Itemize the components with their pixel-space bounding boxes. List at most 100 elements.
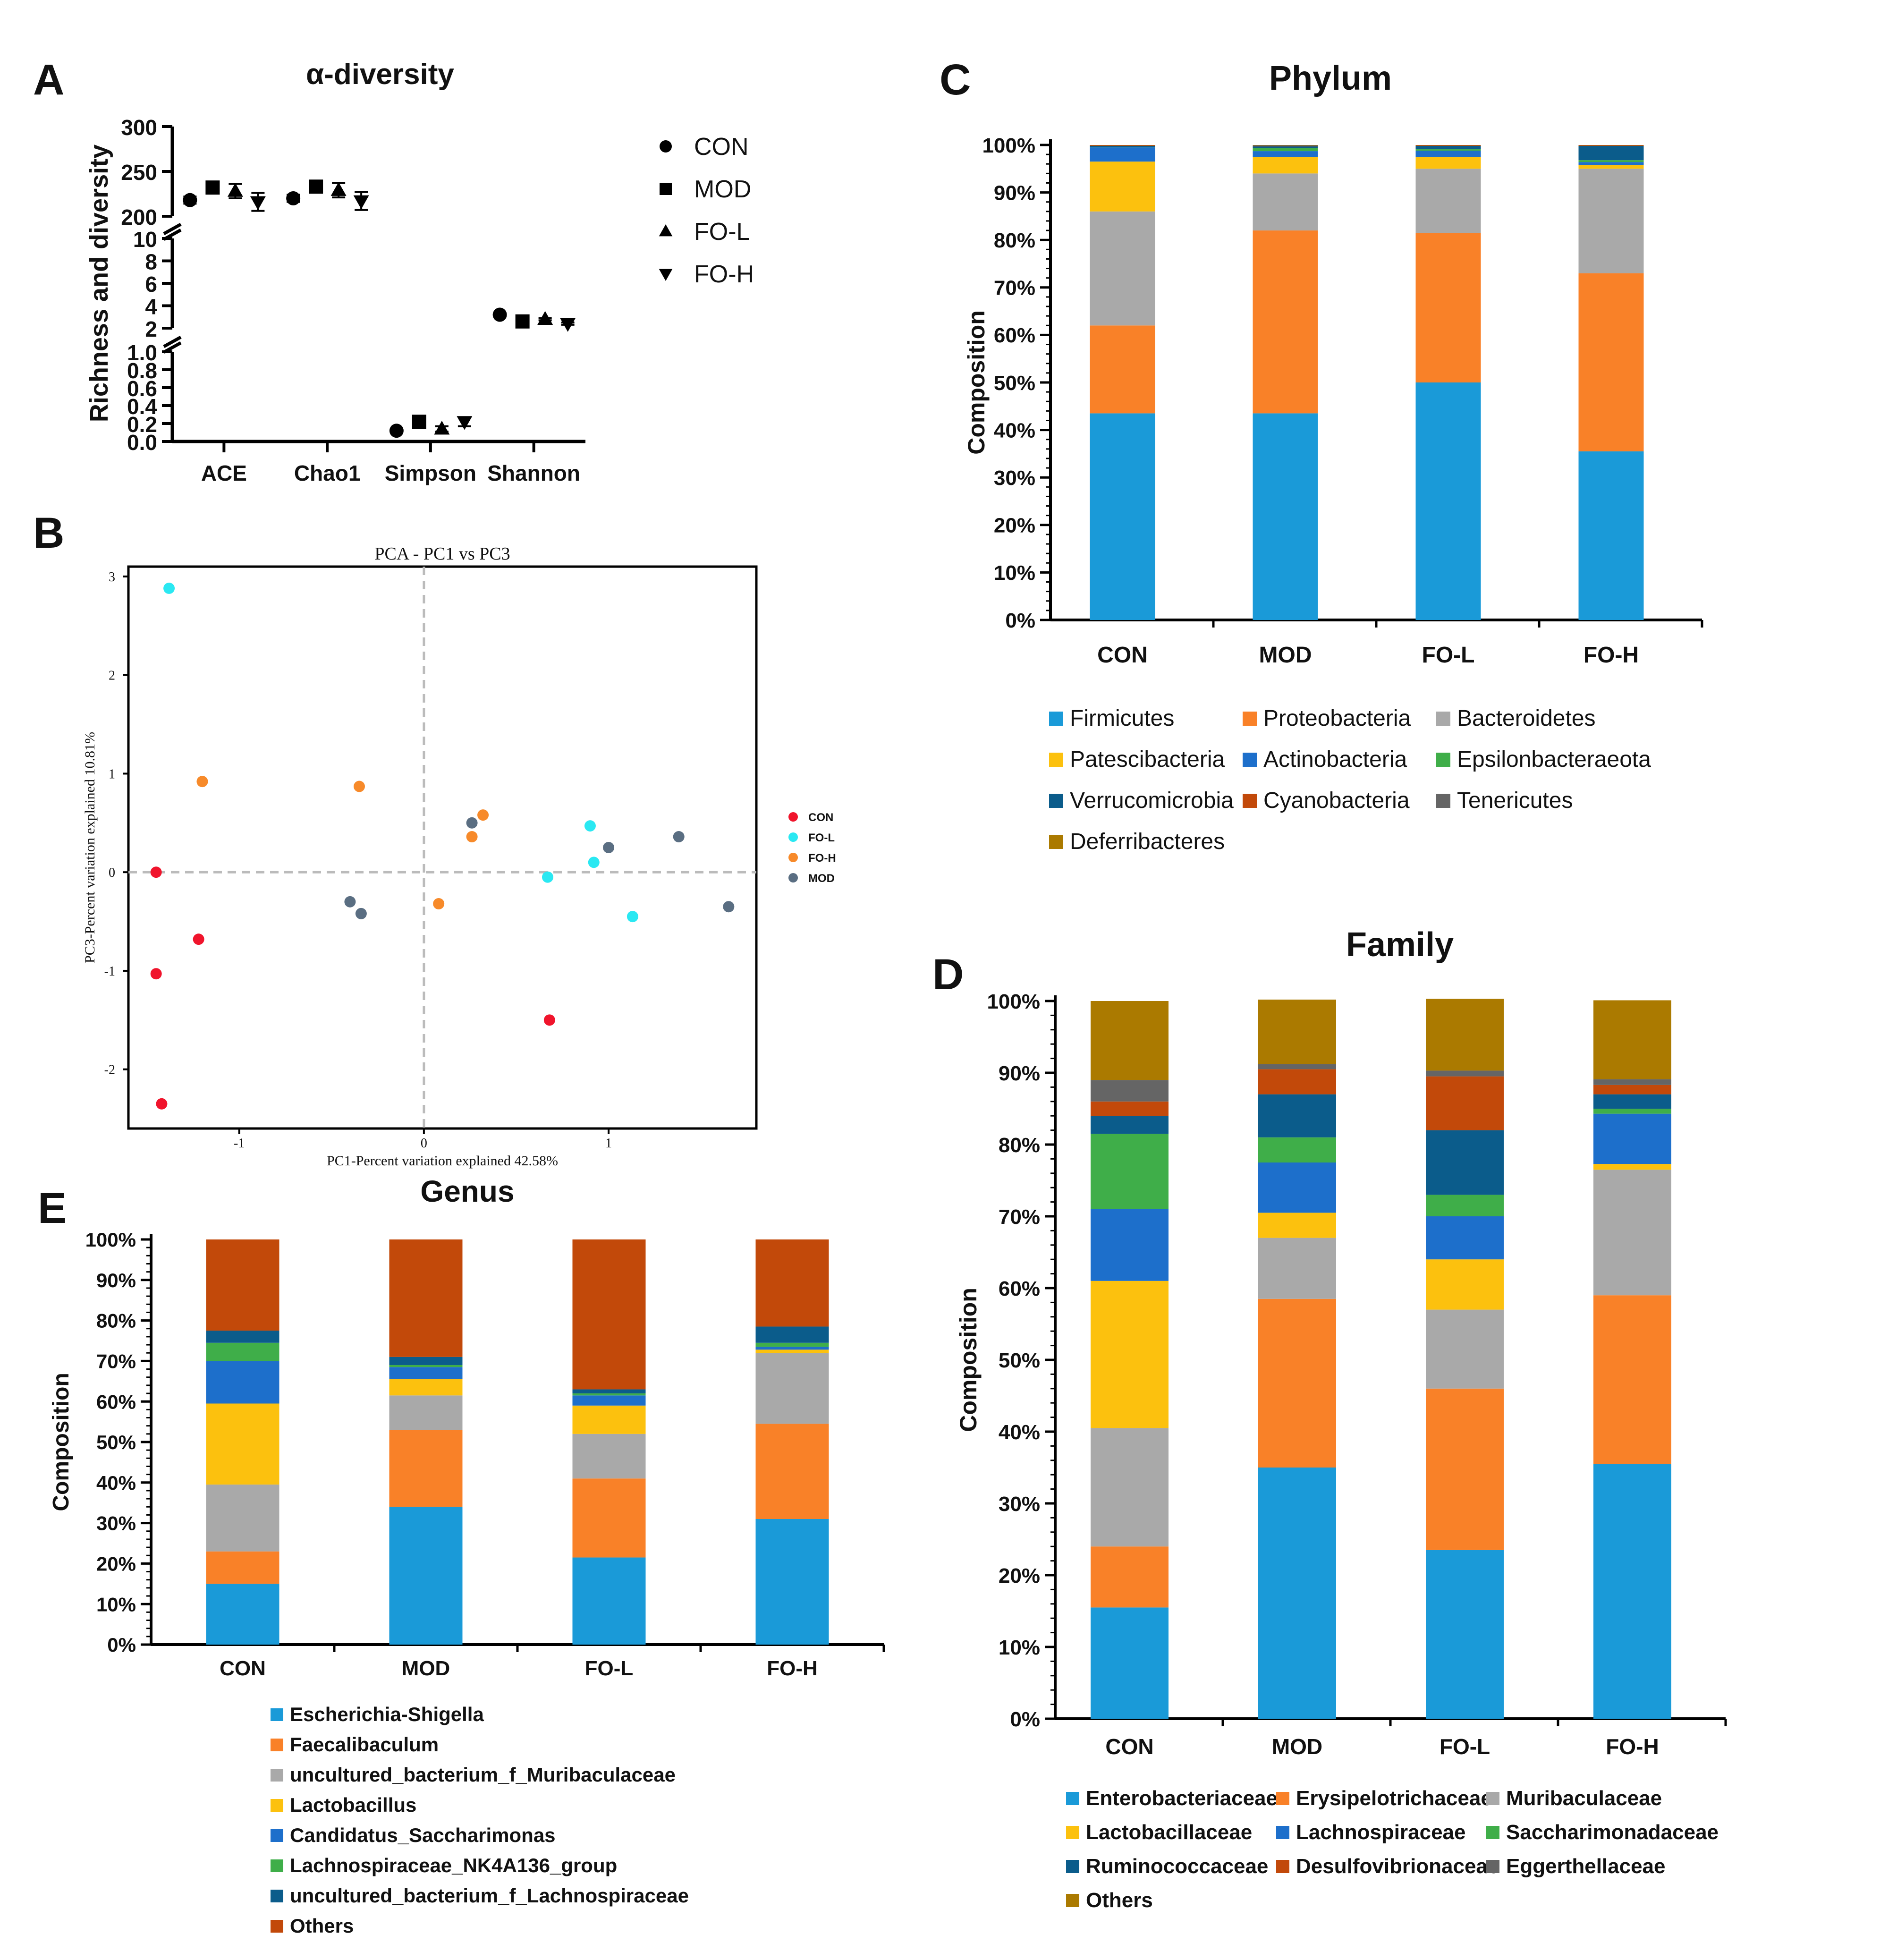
bar-mod-lachnospiraceae-nk4a136-group — [389, 1365, 463, 1367]
y-tick-label: 80% — [994, 229, 1035, 252]
legend-swatch-candidatus-saccharimonas — [271, 1829, 283, 1842]
y-tick-label: 70% — [96, 1350, 136, 1373]
pca-point-mod-5 — [673, 831, 685, 843]
pca-plot-frame — [127, 565, 758, 1130]
y-tick-label: 90% — [994, 181, 1035, 204]
legend-label-saccharimonadaceae: Saccharimonadaceae — [1506, 1821, 1719, 1844]
legend-label-con: CON — [808, 811, 833, 824]
pca-point-fo-h-4 — [477, 809, 489, 821]
x-tick-label-shannon: Shannon — [487, 461, 580, 485]
bar-con-erysipelotrichaceae — [1091, 1546, 1169, 1608]
legend-swatch-enterobacteriaceae — [1066, 1792, 1079, 1805]
legend-label-patescibacteria: Patescibacteria — [1070, 747, 1225, 772]
bar-mod-lactobacillus — [389, 1379, 463, 1396]
bar-con-lactobacillaceae — [1091, 1281, 1169, 1428]
bar-fo-l-cyanobacteria — [1415, 145, 1481, 146]
x-tick-label-ace: ACE — [201, 461, 247, 485]
legend-swatch-desulfovibrionaceae — [1276, 1860, 1289, 1873]
ylabel-phylum: Composition — [963, 310, 990, 455]
legend-label-deferribacteres: Deferribacteres — [1070, 829, 1225, 854]
panel-c-phylum: Phylum Composition 0% 10% 20% 30% 40% 50% 60% 70%… — [963, 59, 1703, 854]
y-tick-label: 200 — [121, 205, 157, 229]
y-tick-label: 0.6 — [127, 376, 157, 401]
bar-mod-enterobacteriaceae — [1258, 1468, 1336, 1719]
point-fo-h-chao1 — [353, 195, 369, 209]
y-tick-label: 250 — [121, 160, 157, 185]
chart-title-family: Family — [1346, 926, 1454, 964]
bar-fo-h-lactobacillaceae — [1593, 1164, 1671, 1170]
bar-fo-l-actinobacteria — [1415, 151, 1481, 157]
bar-con-saccharimonadaceae — [1091, 1134, 1169, 1209]
x-tick-label-fo-l: FO-L — [585, 1657, 634, 1680]
bar-con-proteobacteria — [1090, 325, 1155, 414]
pca-point-fo-h-1 — [196, 776, 208, 788]
y-tick-label: 40% — [96, 1472, 136, 1494]
bar-fo-l-desulfovibrionaceae — [1426, 1076, 1504, 1130]
x-tick-label-fo-h: FO-H — [767, 1657, 818, 1680]
legend-label-desulfovibrionaceae: Desulfovibrionaceae — [1296, 1855, 1499, 1878]
pca-point-con-3 — [150, 968, 162, 980]
y-tick-label: 60% — [999, 1277, 1040, 1300]
bar-fo-h-uncultured-bacterium-f-lachnospiraceae — [755, 1326, 829, 1343]
point-fo-l-shannon — [537, 311, 553, 325]
bar-fo-h-ruminococcaceae — [1593, 1094, 1671, 1109]
bar-fo-l-lachnospiraceae — [1426, 1216, 1504, 1260]
legend-label-tenericutes: Tenericutes — [1457, 788, 1573, 813]
bar-mod-ruminococcaceae — [1258, 1094, 1336, 1137]
bar-fo-h-eggerthellaceae — [1593, 1079, 1671, 1085]
bar-fo-h-cyanobacteria — [1578, 145, 1644, 146]
point-fo-h-simpson — [457, 416, 473, 430]
legend-swatch-actinobacteria — [1243, 753, 1257, 767]
x-tick-label-fo-l: FO-L — [1440, 1734, 1490, 1759]
x-tick-label-fo-h: FO-H — [1606, 1734, 1659, 1759]
legend-label-escherichia-shigella: Escherichia-Shigella — [290, 1703, 484, 1725]
y-tick-label: 60% — [96, 1391, 136, 1413]
legend-swatch-epsilonbacteraeota — [1436, 753, 1450, 767]
bar-fo-l-bacteroidetes — [1415, 169, 1481, 233]
pca-point-con-1 — [150, 866, 162, 878]
panel-e-genus: Genus Composition 0% 10% 20% 30% 40% 50% 60% 70% 8… — [49, 1174, 885, 1937]
bar-con-lactobacillus — [206, 1403, 279, 1485]
point-con-chao1 — [286, 191, 301, 205]
pca-title: PCA - PC1 vs PC3 — [374, 544, 510, 564]
y-tick-label: 10% — [999, 1636, 1040, 1659]
bar-mod-lachnospiraceae — [1258, 1162, 1336, 1213]
bar-mod-tenericutes — [1253, 145, 1318, 146]
bar-fo-h-saccharimonadaceae — [1593, 1109, 1671, 1114]
bar-mod-verrucomicrobia — [1253, 146, 1318, 148]
legend-label-uncultured-bacterium-f-muribaculaceae: uncultured_bacterium_f_Muribaculaceae — [290, 1764, 676, 1786]
legend-marker-con — [788, 812, 798, 822]
legend-label-lactobacillaceae: Lactobacillaceae — [1086, 1821, 1252, 1844]
y-tick-label: 30% — [96, 1512, 136, 1535]
bar-mod-erysipelotrichaceae — [1258, 1298, 1336, 1468]
bar-con-eggerthellaceae — [1091, 1080, 1169, 1102]
bar-con-cyanobacteria — [1090, 145, 1155, 146]
pca-point-con-5 — [543, 1014, 555, 1026]
bar-fo-h-uncultured-bacterium-f-muribaculaceae — [755, 1353, 829, 1424]
pca-point-fo-h-2 — [353, 781, 365, 792]
point-mod-chao1 — [309, 179, 323, 194]
pca-point-fo-h-5 — [433, 898, 445, 909]
bar-fo-h-others — [1593, 1000, 1671, 1079]
y-tick-label: 20% — [96, 1553, 136, 1575]
point-mod-ace — [205, 180, 220, 195]
axis-break-mark — [163, 341, 182, 354]
bar-fo-h-escherichia-shigella — [755, 1519, 829, 1645]
x-tick-label-mod: MOD — [1259, 643, 1312, 668]
bar-fo-l-firmicutes — [1415, 382, 1481, 620]
bar-fo-l-escherichia-shigella — [572, 1557, 646, 1645]
bar-con-uncultured-bacterium-f-muribaculaceae — [206, 1485, 279, 1552]
legend-label-uncultured-bacterium-f-lachnospiraceae: uncultured_bacterium_f_Lachnospiraceae — [290, 1884, 689, 1907]
bar-con-lachnospiraceae — [1091, 1209, 1169, 1281]
y-tick-label: 10 — [133, 227, 157, 252]
legend-swatch-muribaculaceae — [1486, 1792, 1499, 1805]
y-tick-label: 80% — [999, 1134, 1040, 1157]
bar-fo-h-actinobacteria — [1578, 162, 1644, 165]
bar-mod-eggerthellaceae — [1258, 1064, 1336, 1069]
y-tick-label: 20% — [994, 514, 1035, 537]
legend-marker-mod — [660, 183, 672, 195]
point-fo-l-chao1 — [330, 182, 347, 196]
legend-swatch-lachnospiraceae — [1276, 1826, 1289, 1839]
axis-break-mark — [163, 335, 182, 348]
bar-fo-l-lactobacillus — [572, 1405, 646, 1434]
